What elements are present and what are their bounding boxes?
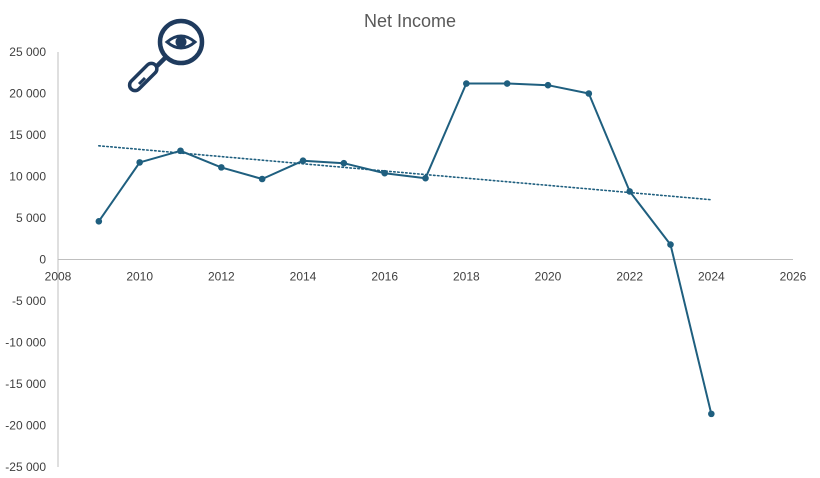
x-tick-label: 2018	[453, 270, 480, 284]
data-point	[503, 80, 511, 87]
y-tick-label: 15 000	[9, 128, 46, 142]
x-tick-label: 2012	[208, 270, 235, 284]
chart-title: Net Income	[364, 11, 456, 31]
series-line	[97, 82, 713, 415]
x-tick-label: 2014	[290, 270, 317, 284]
data-point	[626, 188, 633, 195]
x-tick-label: 2022	[616, 270, 643, 284]
data-point	[177, 147, 184, 155]
data-point	[340, 159, 348, 167]
x-tick-label: 2008	[45, 270, 72, 284]
x-tick-label: 2020	[535, 270, 562, 284]
x-tick-label: 2026	[780, 270, 807, 284]
data-point	[218, 164, 225, 171]
x-tick-label: 2010	[126, 270, 153, 284]
y-tick-label: 25 000	[9, 45, 46, 59]
y-tick-label: -25 000	[5, 460, 46, 474]
data-point	[258, 175, 266, 183]
data-point	[95, 218, 103, 225]
data-point	[544, 81, 552, 89]
trendline	[98, 144, 713, 201]
data-point	[136, 159, 143, 166]
data-point	[708, 410, 715, 418]
data-point	[463, 80, 470, 87]
data-point	[299, 157, 307, 165]
y-tick-label: -15 000	[5, 377, 46, 391]
y-tick-label: 5 000	[16, 211, 46, 225]
y-tick-label: 10 000	[9, 170, 46, 184]
y-tick-label: -10 000	[5, 336, 46, 350]
data-point	[667, 241, 674, 248]
y-tick-label: 20 000	[9, 87, 46, 101]
y-tick-label: -5 000	[12, 294, 46, 308]
x-tick-label: 2016	[371, 270, 398, 284]
data-point	[422, 174, 429, 182]
data-point	[381, 169, 388, 177]
magnifier-eye-icon	[127, 18, 205, 93]
x-tick-label: 2024	[698, 270, 725, 284]
y-tick-label: -20 000	[5, 419, 46, 433]
y-tick-label: 0	[39, 253, 46, 267]
data-point	[585, 90, 593, 97]
